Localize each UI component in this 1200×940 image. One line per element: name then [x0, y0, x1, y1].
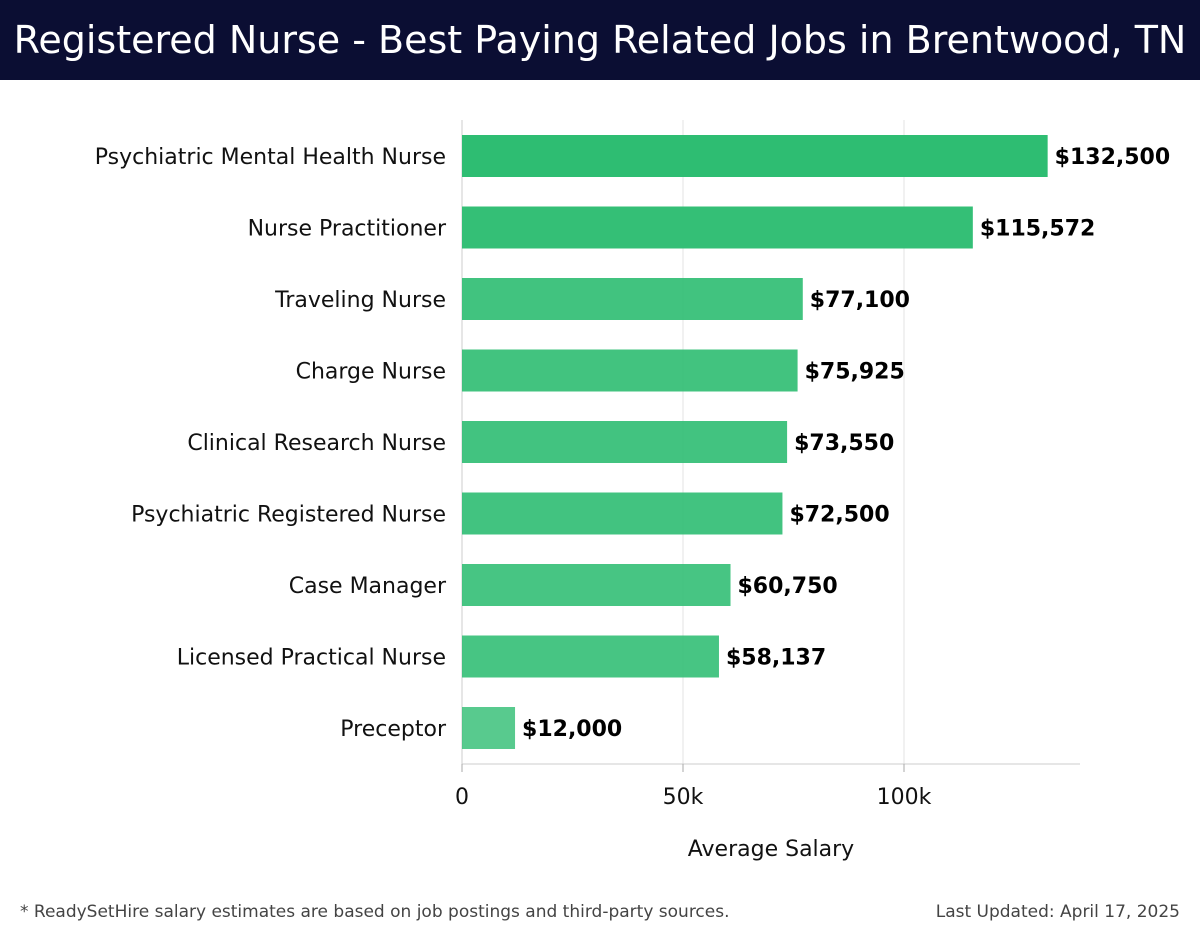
- bar: [462, 492, 783, 535]
- category-label: Traveling Nurse: [274, 288, 446, 313]
- value-label: $77,100: [810, 288, 910, 313]
- footer-note: * ReadySetHire salary estimates are base…: [20, 902, 730, 922]
- bar: [462, 206, 973, 249]
- category-label: Charge Nurse: [296, 360, 446, 385]
- bar: [462, 635, 719, 678]
- value-label: $115,572: [980, 217, 1096, 242]
- x-tick-label: 50k: [663, 785, 704, 810]
- value-label: $58,137: [726, 646, 826, 671]
- category-label: Psychiatric Registered Nurse: [131, 503, 446, 528]
- bar: [462, 707, 516, 749]
- bar: [462, 278, 803, 320]
- bar: [462, 135, 1048, 177]
- category-label: Preceptor: [340, 717, 447, 742]
- category-label: Case Manager: [289, 574, 447, 599]
- x-axis-label: Average Salary: [688, 837, 854, 862]
- bar: [462, 421, 788, 463]
- chart-header: Registered Nurse - Best Paying Related J…: [0, 0, 1200, 80]
- x-tick-label: 0: [455, 785, 469, 810]
- category-label: Licensed Practical Nurse: [177, 646, 446, 671]
- value-label: $12,000: [522, 717, 622, 742]
- salary-bar-chart: 0 50k 100k Average Salary Psychiatric Mental…: [95, 120, 1171, 862]
- category-label: Psychiatric Mental Health Nurse: [95, 145, 446, 170]
- bar: [462, 349, 798, 392]
- category-label: Nurse Practitioner: [248, 217, 447, 242]
- value-label: $73,550: [794, 431, 894, 456]
- category-label: Clinical Research Nurse: [187, 431, 446, 456]
- value-label: $60,750: [738, 574, 838, 599]
- bar: [462, 564, 731, 606]
- value-label: $132,500: [1055, 145, 1171, 170]
- x-tick-label: 100k: [877, 785, 932, 810]
- last-updated: Last Updated: April 17, 2025: [935, 902, 1180, 922]
- value-label: $75,925: [805, 360, 905, 385]
- chart-title: Registered Nurse - Best Paying Related J…: [13, 18, 1187, 62]
- value-label: $72,500: [789, 503, 889, 528]
